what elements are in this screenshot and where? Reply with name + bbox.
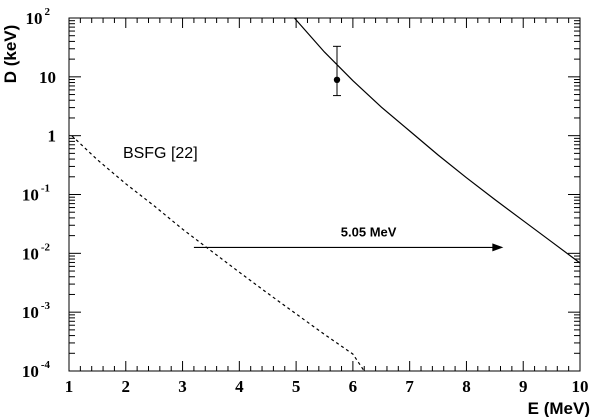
arrow-label: 5.05 MeV bbox=[341, 224, 397, 239]
x-tick-label: 7 bbox=[405, 377, 414, 396]
x-tick-label: 5 bbox=[292, 377, 301, 396]
data-marks bbox=[193, 45, 504, 252]
y-tick-label: 10 -2 bbox=[22, 241, 51, 263]
x-tick-label: 9 bbox=[519, 377, 528, 396]
bsfg-curve-label: BSFG [22] bbox=[123, 145, 198, 162]
y-tick-label: 10 -1 bbox=[22, 183, 50, 205]
x-axis-title: E (MeV) bbox=[528, 399, 590, 417]
y-tick-label: 1 bbox=[48, 127, 57, 146]
x-tick-label: 1 bbox=[65, 377, 74, 396]
x-tick-label: 4 bbox=[235, 377, 244, 396]
y-tick-labels: 10-4 10-3 10-2 10 -1 1 10 10 2 bbox=[22, 6, 56, 381]
x-tick-label: 10 bbox=[572, 377, 589, 396]
data-point bbox=[333, 76, 341, 84]
x-tick-label: 6 bbox=[349, 377, 358, 396]
y-tick-label: 10 2 bbox=[26, 6, 51, 28]
shift-arrow-head bbox=[492, 243, 504, 252]
plot-frame bbox=[68, 17, 581, 372]
x-tick-label: 8 bbox=[462, 377, 471, 396]
y-tick-label: 10 -4 bbox=[22, 359, 51, 381]
fit-curve bbox=[293, 17, 581, 264]
data-curves bbox=[71, 17, 581, 372]
y-tick-label: 10 bbox=[39, 68, 56, 87]
axis-ticks bbox=[68, 17, 581, 372]
y-tick-label: 10 -3 bbox=[22, 300, 51, 322]
plot-axes bbox=[68, 17, 581, 372]
x-tick-label: 2 bbox=[122, 377, 131, 396]
x-tick-label: 3 bbox=[178, 377, 187, 396]
x-tick-labels: 1 2 3 4 5 6 7 8 9 10 bbox=[65, 377, 589, 396]
bsfg-curve bbox=[71, 135, 365, 372]
y-axis-title: D (keV) bbox=[1, 25, 20, 84]
